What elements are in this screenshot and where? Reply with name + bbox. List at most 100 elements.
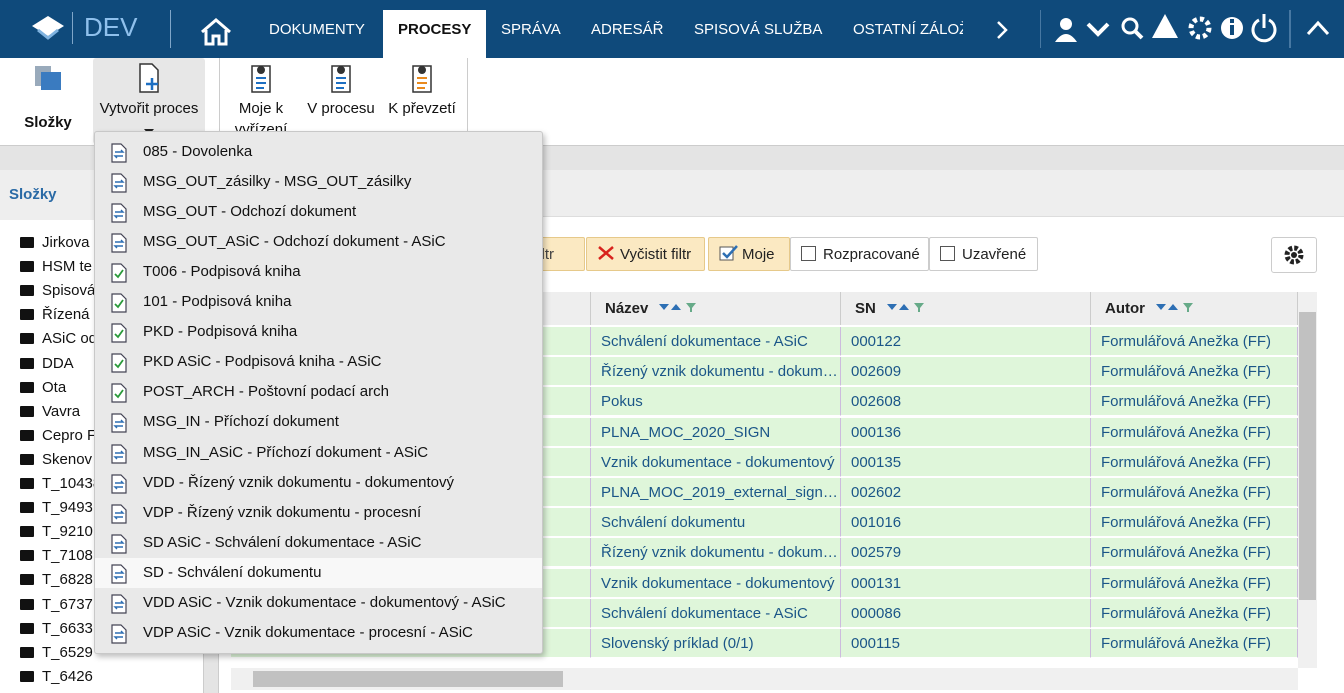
table-cell[interactable]: 002608	[841, 387, 1091, 417]
table-cell[interactable]: 000086	[841, 598, 1091, 628]
menu-item[interactable]: PKD ASiC - Podpisová kniha - ASiC	[95, 347, 542, 377]
filter-button[interactable]: Moje	[708, 237, 790, 271]
nav-tab[interactable]: SPISOVÁ SLUŽBA	[694, 21, 823, 38]
toolbar-button[interactable]: Složky	[0, 58, 96, 144]
scroll-thumb[interactable]	[253, 671, 563, 687]
table-cell[interactable]: PLNA_MOC_2019_external_signature	[591, 478, 841, 507]
table-cell[interactable]: 000122	[841, 327, 1091, 356]
table-cell[interactable]: Vznik dokumentace - dokumentový	[591, 447, 841, 477]
table-cell[interactable]: Formulářová Anežka (FF)	[1091, 508, 1298, 538]
column-header[interactable]: Název	[591, 292, 841, 325]
nav-icons[interactable]	[1040, 10, 1344, 50]
toolbar-button[interactable]: Vytvořit proces	[93, 58, 205, 144]
table-cell[interactable]: 000136	[841, 417, 1091, 447]
folder-item[interactable]: Spisová	[20, 279, 95, 303]
table-cell[interactable]: Formulářová Anežka (FF)	[1091, 417, 1298, 447]
table-cell[interactable]: Řízený vznik dokumentu - dokumentový	[591, 357, 841, 387]
folder-item[interactable]: T_6828	[20, 568, 93, 592]
filter-button[interactable]: Uzavřené	[929, 237, 1038, 271]
menu-item[interactable]: VDD - Řízený vznik dokumentu - dokumento…	[95, 468, 542, 498]
toolbar-button[interactable]: K převzetí	[384, 58, 460, 144]
next-arrow[interactable]	[995, 20, 1009, 40]
table-cell[interactable]: Vznik dokumentace - dokumentový	[591, 568, 841, 598]
folder-item[interactable]: Vavra	[20, 400, 80, 424]
nav-tab[interactable]: OSTATNÍ ZÁLOŽKY	[853, 21, 963, 38]
settings-button[interactable]	[1271, 237, 1317, 273]
table-cell[interactable]: Schválení dokumentu	[591, 508, 841, 538]
table-cell[interactable]: 000135	[841, 447, 1091, 477]
menu-item[interactable]: VDP - Řízený vznik dokumentu - procesní	[95, 498, 542, 528]
folder-item[interactable]: DDA	[20, 352, 74, 376]
menu-item[interactable]: MSG_IN - Příchozí dokument	[95, 407, 542, 437]
folder-item[interactable]: T_9493	[20, 496, 93, 520]
menu-item[interactable]: SD - Schválení dokumentu	[95, 557, 542, 588]
table-cell[interactable]: Formulářová Anežka (FF)	[1091, 598, 1298, 628]
table-cell[interactable]: 002609	[841, 357, 1091, 387]
table-cell[interactable]: Formulářová Anežka (FF)	[1091, 327, 1298, 356]
folder-item[interactable]: T_6633	[20, 617, 93, 641]
toolbar-button[interactable]: V procesu	[302, 58, 380, 144]
folder-item[interactable]: T_9210	[20, 520, 93, 544]
menu-item[interactable]: MSG_OUT_zásilky - MSG_OUT_zásilky	[95, 167, 542, 197]
table-cell[interactable]: Formulářová Anežka (FF)	[1091, 478, 1298, 507]
menu-item[interactable]: SD ASiC - Schválení dokumentace - ASiC	[95, 528, 542, 558]
table-cell[interactable]: Schválení dokumentace - ASiC	[591, 327, 841, 356]
folder-item[interactable]: T_7108	[20, 544, 93, 568]
folder-item[interactable]: ASiC od	[20, 327, 97, 351]
nav-tab[interactable]: ADRESÁŘ	[591, 21, 664, 38]
table-cell[interactable]: 000115	[841, 629, 1091, 658]
menu-item[interactable]: POST_ARCH - Poštovní podací arch	[95, 377, 542, 407]
table-cell[interactable]: PLNA_MOC_2020_SIGN	[591, 417, 841, 447]
filter-button[interactable]: Rozpracované	[790, 237, 929, 271]
folder-item[interactable]: HSM te	[20, 255, 92, 279]
menu-item[interactable]: PKD - Podpisová kniha	[95, 317, 542, 347]
folder-item[interactable]: Jirkova	[20, 231, 90, 255]
home-icon[interactable]	[200, 18, 232, 46]
folder-item[interactable]: Řízená	[20, 303, 90, 327]
nav-tab[interactable]: PROCESY	[383, 10, 487, 58]
vertical-scrollbar[interactable]	[1298, 292, 1317, 668]
table-cell[interactable]: Schválení dokumentace - ASiC	[591, 598, 841, 628]
table-cell[interactable]: 000131	[841, 568, 1091, 598]
folder-item[interactable]: Skenov	[20, 448, 92, 472]
menu-item[interactable]: MSG_OUT_ASiC - Odchozí dokument - ASiC	[95, 227, 542, 257]
table-cell[interactable]: Formulářová Anežka (FF)	[1091, 568, 1298, 598]
menu-item[interactable]: VDD ASiC - Vznik dokumentace - dokumento…	[95, 588, 542, 618]
menu-item[interactable]: MSG_OUT - Odchozí dokument	[95, 197, 542, 227]
nav-tab[interactable]: SPRÁVA	[501, 21, 561, 38]
table-cell[interactable]: 002602	[841, 478, 1091, 507]
table-cell[interactable]: Slovenský príklad (0/1)	[591, 629, 841, 658]
sort-filter-icons[interactable]	[658, 301, 702, 313]
sort-filter-icons[interactable]	[886, 301, 930, 313]
table-cell[interactable]: 002579	[841, 538, 1091, 568]
table-cell[interactable]: 001016	[841, 508, 1091, 538]
checkbox[interactable]	[801, 246, 816, 261]
folder-item[interactable]: T_6529	[20, 641, 93, 665]
table-cell[interactable]: Pokus	[591, 387, 841, 417]
table-cell[interactable]: Řízený vznik dokumentu - dokumentový	[591, 538, 841, 568]
table-cell[interactable]: Formulářová Anežka (FF)	[1091, 447, 1298, 477]
folder-item[interactable]: T_6426	[20, 665, 93, 689]
menu-item[interactable]: 101 - Podpisová kniha	[95, 287, 542, 317]
folder-item[interactable]: T_10438	[20, 472, 101, 496]
horizontal-scrollbar[interactable]	[231, 668, 1298, 690]
process-icon	[111, 534, 127, 554]
table-cell[interactable]: Formulářová Anežka (FF)	[1091, 387, 1298, 417]
nav-tab[interactable]: DOKUMENTY	[269, 21, 365, 38]
menu-item[interactable]: VDP ASiC - Vznik dokumentace - procesní …	[95, 618, 542, 648]
table-cell[interactable]: Formulářová Anežka (FF)	[1091, 629, 1298, 658]
table-cell[interactable]: Formulářová Anežka (FF)	[1091, 357, 1298, 387]
checkbox[interactable]	[940, 246, 955, 261]
folder-item[interactable]: Cepro F	[20, 424, 96, 448]
column-header[interactable]: Autor	[1091, 292, 1298, 325]
folder-item[interactable]: Ota	[20, 376, 66, 400]
menu-item[interactable]: 085 - Dovolenka	[95, 137, 542, 167]
scroll-thumb[interactable]	[1299, 312, 1316, 600]
table-cell[interactable]: Formulářová Anežka (FF)	[1091, 538, 1298, 568]
column-header[interactable]: SN	[841, 292, 1091, 325]
filter-button[interactable]: Vyčistit filtr	[586, 237, 705, 271]
menu-item[interactable]: MSG_IN_ASiC - Příchozí dokument - ASiC	[95, 438, 542, 468]
folder-item[interactable]: T_6737	[20, 593, 93, 617]
menu-item[interactable]: T006 - Podpisová kniha	[95, 257, 542, 287]
sort-filter-icons[interactable]	[1155, 301, 1199, 313]
